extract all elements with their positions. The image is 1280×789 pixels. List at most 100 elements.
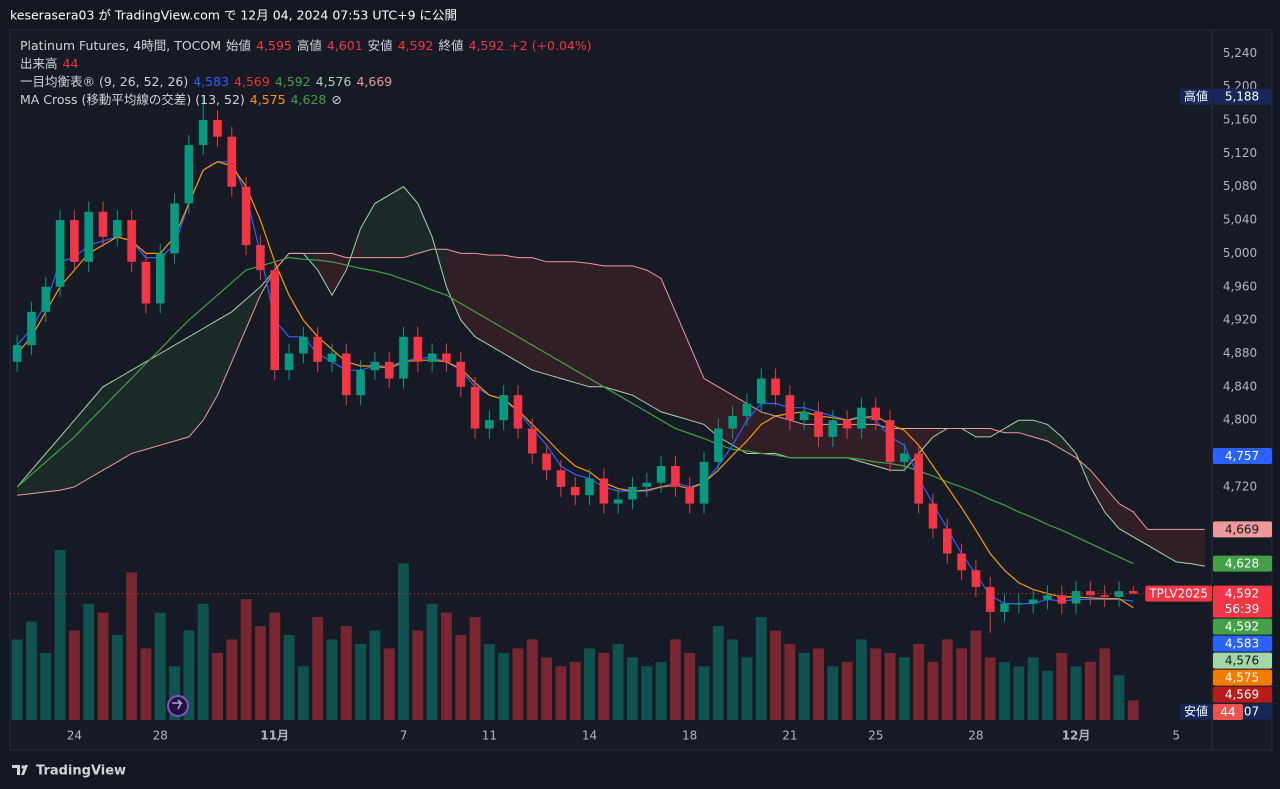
price-label: 4,669 [1225,522,1259,536]
candle-body [1028,599,1038,604]
cloud-fill [704,378,719,437]
cloud-fill [174,336,189,442]
y-tick-label: 4,880 [1223,346,1257,360]
candle-body [384,361,394,379]
volume-bar [297,666,309,720]
candle-body [356,370,365,396]
candle-body [985,586,995,612]
candle-body [1043,595,1052,600]
cloud-fill [661,278,676,417]
cloud-fill [1147,529,1162,554]
volume-bar [183,630,195,720]
price-label-box [1213,686,1272,703]
volume-bar [369,630,381,720]
candle-body [456,361,466,387]
volume-bar [813,648,824,720]
legend-line: Platinum Futures, 4時間, TOCOM 始値 4,595 高値 4,6… [20,38,592,53]
cloud-fill [60,420,75,491]
volume-bar [984,657,996,720]
candle-body [699,461,709,504]
volume-bar [326,639,338,720]
chart-frame [9,29,1273,751]
volume-bar [1013,666,1025,720]
cloud-fill [1018,420,1034,437]
candle-body [442,353,451,362]
price-label-name-box [1145,585,1212,602]
brand-name: TradingView [36,764,126,779]
volume-bar [712,626,724,720]
price-label-box [1213,652,1272,669]
candle-body [971,570,981,587]
legend-item: 高値 [297,38,322,53]
volume-bar [40,652,52,720]
legend-item: ⊘ [331,92,341,107]
volume-bar [126,572,138,720]
candle-body [542,453,551,471]
volume-bar [426,603,438,720]
volume-bar [1070,666,1082,720]
volume-bar [283,635,295,720]
volume-bar [541,657,553,720]
volume-bar [698,666,710,720]
cloud-fill [317,253,332,296]
candle-body [628,486,637,500]
price-label-name: 安値 [1184,704,1208,719]
legend-item: 出来高 [20,56,58,71]
volume-bar [483,643,495,720]
legend-line: 出来高 44 [20,56,78,71]
price-label-box [1213,585,1272,618]
cloud-fill [217,311,232,396]
volume-bar [83,603,95,720]
volume-bar [741,657,753,720]
indicator-line [16,256,1134,565]
cloud-fill [675,311,690,421]
volume-bar [312,617,324,720]
volume-bar [441,612,452,720]
legend-item: 一目均衡表® (9, 26, 52, 26) [20,74,188,89]
y-tick-label: 4,960 [1223,279,1257,293]
price-label-box [1213,618,1272,635]
x-tick-label: 5 [1172,729,1180,743]
cloud-fill [160,345,175,446]
candle-body [55,220,65,287]
cloud-fill [360,203,375,258]
cloud-fill [990,428,1005,437]
y-tick-label: 4,840 [1223,379,1257,393]
cloud-fill [761,411,776,454]
volume-bar [612,643,624,720]
volume-bar [684,652,696,720]
cloud-fill [546,261,561,379]
candle-body [900,453,909,462]
candle-body [155,253,165,304]
replay-icon[interactable] [167,695,189,717]
x-tick-label: 21 [782,729,797,743]
candle-body [184,145,194,204]
cloud-fill [1176,529,1191,564]
volume-bar [398,563,409,720]
volume-bar [54,550,66,720]
legend-item: 4,595 [256,38,292,53]
volume-bar [469,617,481,720]
cloud-fill [560,261,576,383]
candle-body [256,245,265,271]
cloud-fill [575,261,590,387]
cloud-fill [517,257,533,371]
y-tick-label: 5,160 [1223,113,1257,127]
axes: 5,2405,2005,1605,1205,0805,0405,0004,960… [67,46,1272,743]
legend-item: 安値 [368,38,393,53]
price-label: 4,575 [1225,671,1259,685]
candle-body [671,466,680,487]
legend-item: 4,583 [193,74,229,89]
volume-bar [455,635,467,720]
candle-body [1100,595,1109,597]
volume-bar [555,666,567,720]
price-label-name-box [1179,88,1212,105]
price-label: 4,569 [1225,688,1259,702]
volume-bar [999,661,1010,720]
x-tick-label: 11 [482,729,497,743]
candle-body [599,478,609,504]
x-tick-label: 11月 [260,729,289,743]
candle-body [241,186,251,246]
cloud-fill [603,265,619,392]
